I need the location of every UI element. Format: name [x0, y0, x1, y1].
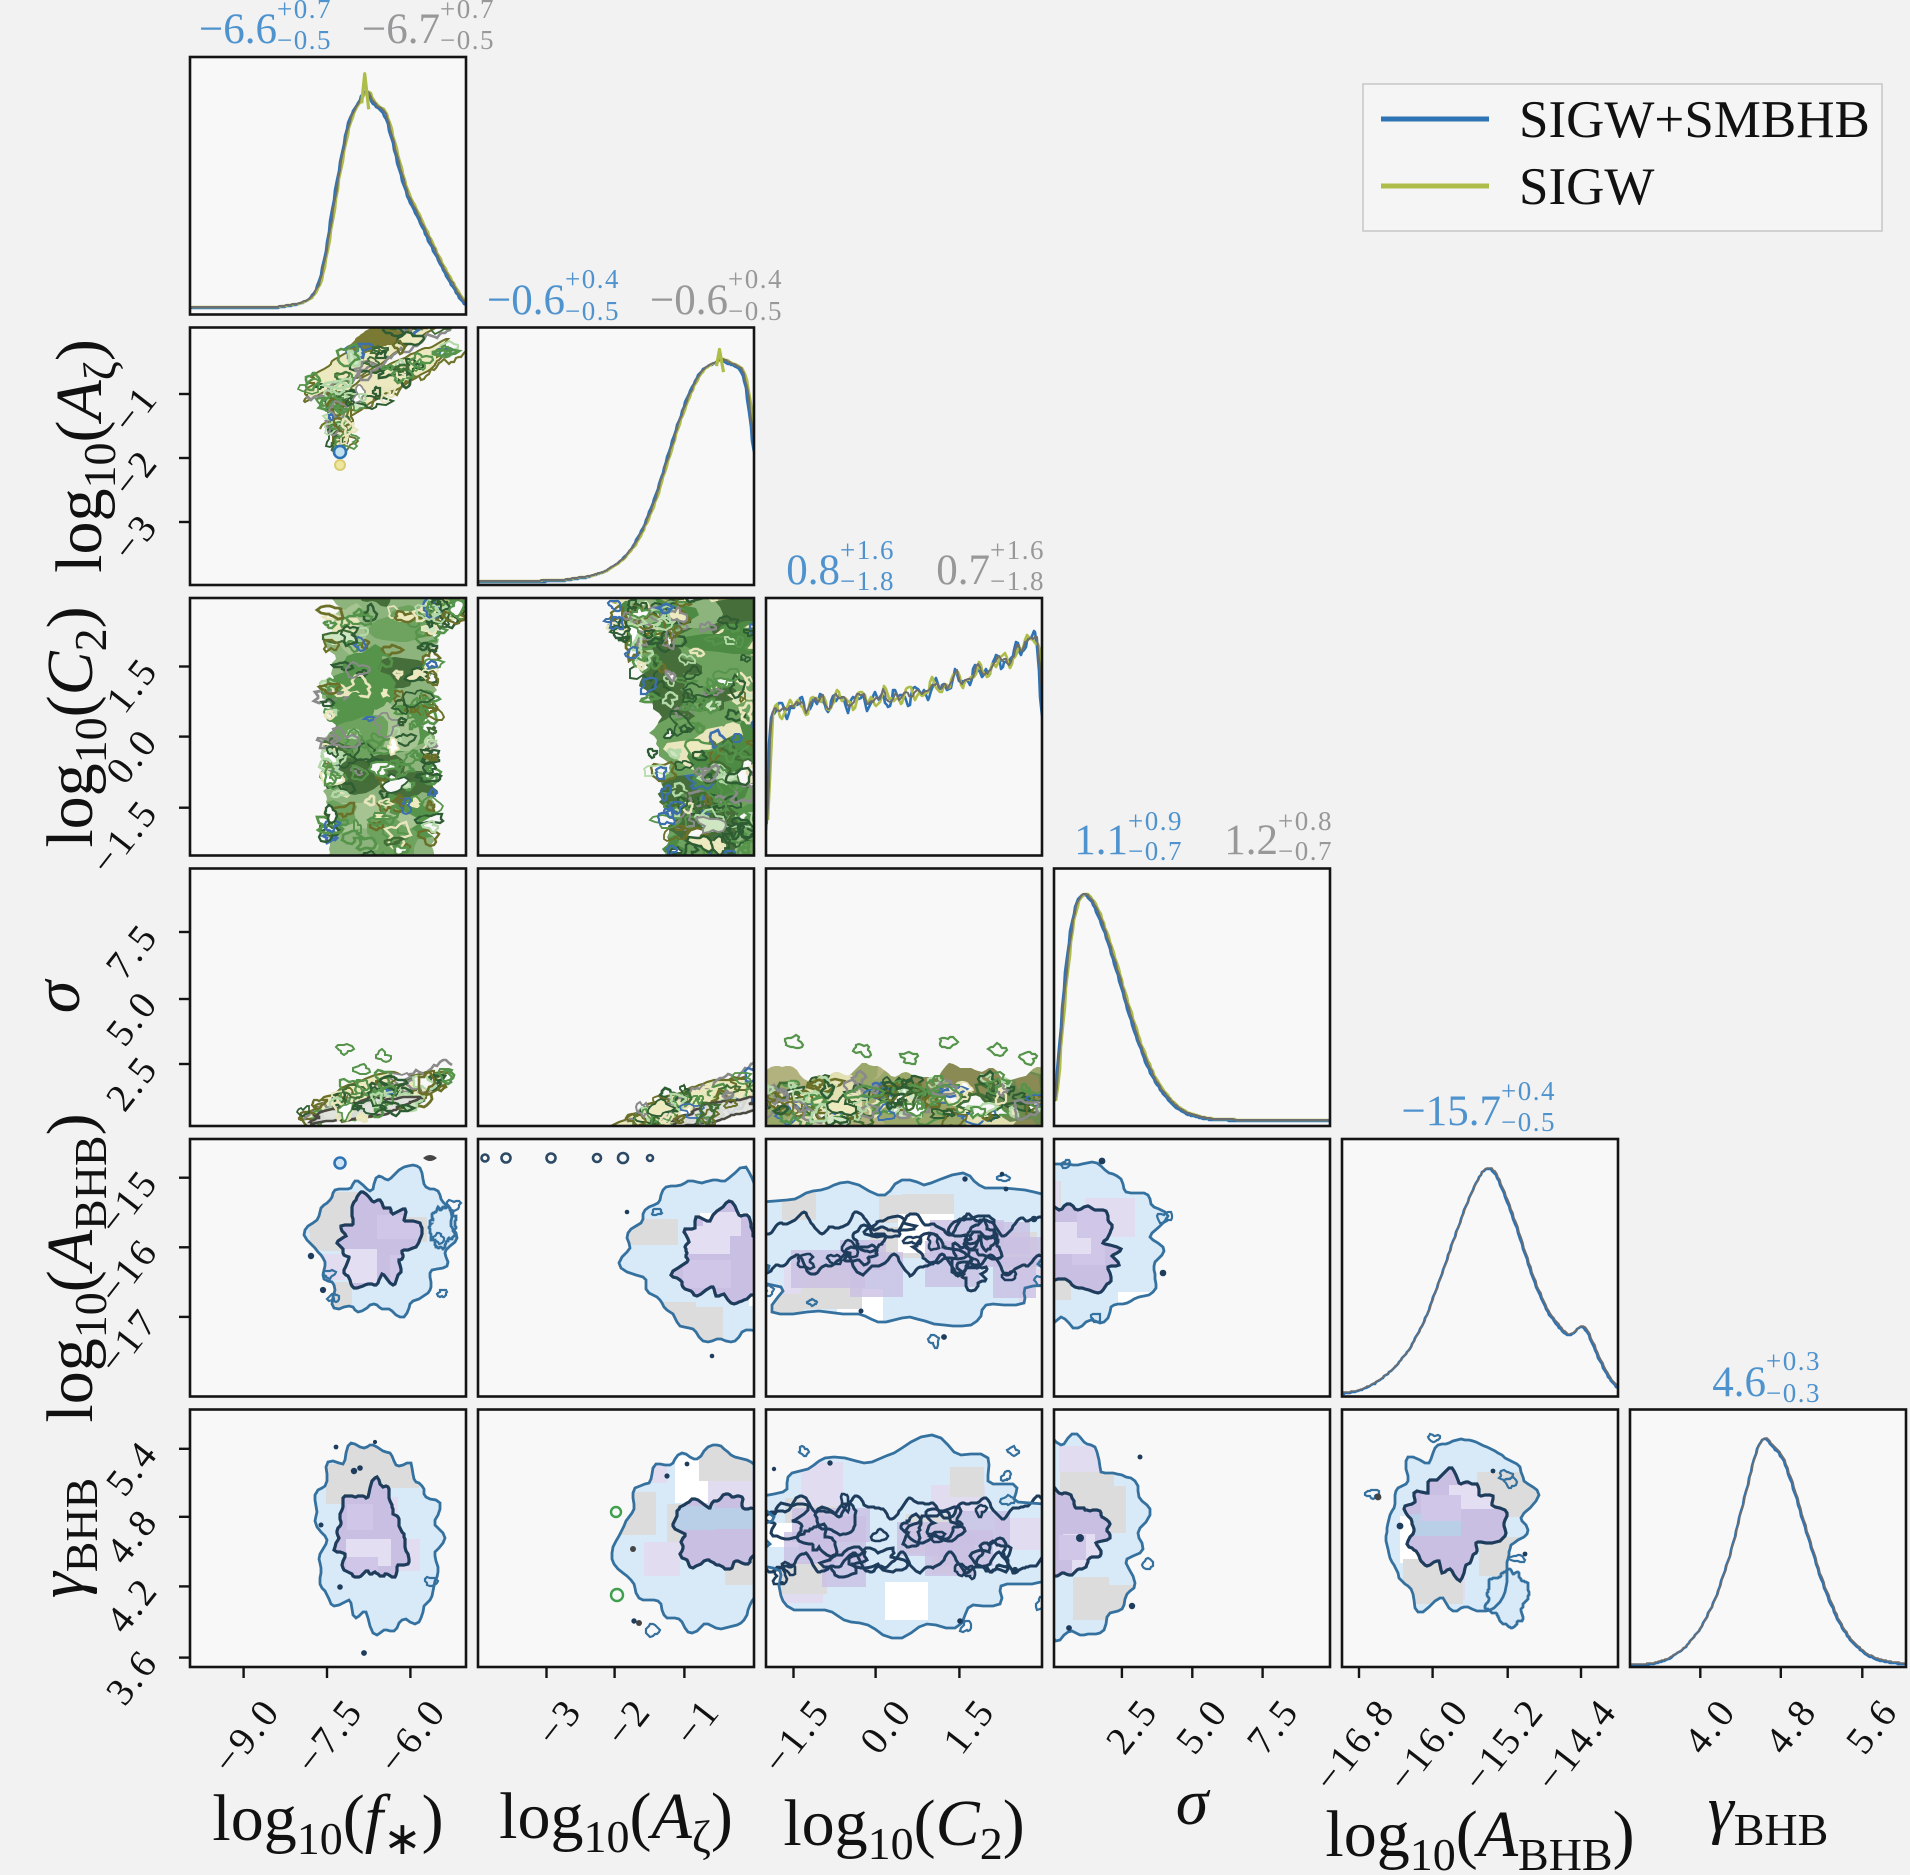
svg-text:γBHB: γBHB — [1708, 1773, 1829, 1855]
svg-text:+0.4: +0.4 — [1501, 1076, 1556, 1106]
svg-text:0.7: 0.7 — [936, 547, 990, 594]
svg-text:log10(ABHB): log10(ABHB) — [34, 1113, 116, 1422]
svg-text:−1.8: −1.8 — [990, 566, 1045, 596]
svg-text:4.6: 4.6 — [1712, 1359, 1766, 1406]
svg-text:log10(C2): log10(C2) — [34, 606, 116, 847]
svg-text:−0.6: −0.6 — [487, 277, 565, 324]
svg-text:−0.5: −0.5 — [1501, 1107, 1556, 1137]
svg-text:−1.8: −1.8 — [840, 566, 895, 596]
svg-text:σ: σ — [21, 978, 94, 1013]
svg-text:1.2: 1.2 — [1224, 817, 1278, 864]
svg-text:+0.9: +0.9 — [1128, 806, 1183, 836]
svg-text:σ: σ — [1176, 1766, 1211, 1839]
svg-text:−0.3: −0.3 — [1766, 1378, 1821, 1408]
svg-text:log10(Aζ): log10(Aζ) — [499, 1780, 733, 1862]
svg-text:+0.8: +0.8 — [1278, 806, 1333, 836]
svg-text:+1.6: +1.6 — [990, 535, 1045, 565]
svg-text:−0.7: −0.7 — [1278, 836, 1333, 866]
svg-text:−0.5: −0.5 — [565, 296, 620, 326]
svg-text:+0.7: +0.7 — [277, 0, 332, 24]
svg-text:1.1: 1.1 — [1074, 817, 1128, 864]
svg-text:SIGW: SIGW — [1519, 158, 1654, 216]
svg-text:−0.6: −0.6 — [650, 277, 728, 324]
svg-text:−0.5: −0.5 — [440, 25, 495, 55]
svg-text:log10(C2): log10(C2) — [783, 1787, 1024, 1869]
svg-text:SIGW+SMBHB: SIGW+SMBHB — [1519, 91, 1870, 149]
svg-text:log10(ABHB): log10(ABHB) — [1325, 1798, 1634, 1875]
svg-text:γBHB: γBHB — [25, 1478, 107, 1599]
svg-text:−0.7: −0.7 — [1128, 836, 1183, 866]
svg-text:+0.7: +0.7 — [440, 0, 495, 24]
svg-text:+0.4: +0.4 — [565, 264, 620, 294]
svg-text:−6.6: −6.6 — [199, 6, 277, 53]
svg-text:+0.4: +0.4 — [728, 264, 783, 294]
svg-text:−15.7: −15.7 — [1401, 1088, 1501, 1135]
svg-text:−0.5: −0.5 — [277, 25, 332, 55]
svg-text:−0.5: −0.5 — [728, 296, 783, 326]
svg-text:0.8: 0.8 — [786, 547, 840, 594]
svg-text:log10(f∗): log10(f∗) — [212, 1782, 443, 1864]
svg-text:+0.3: +0.3 — [1766, 1346, 1821, 1376]
svg-text:−6.7: −6.7 — [362, 6, 440, 53]
svg-text:+1.6: +1.6 — [840, 535, 895, 565]
svg-text:log10(Aζ): log10(Aζ) — [43, 339, 125, 573]
